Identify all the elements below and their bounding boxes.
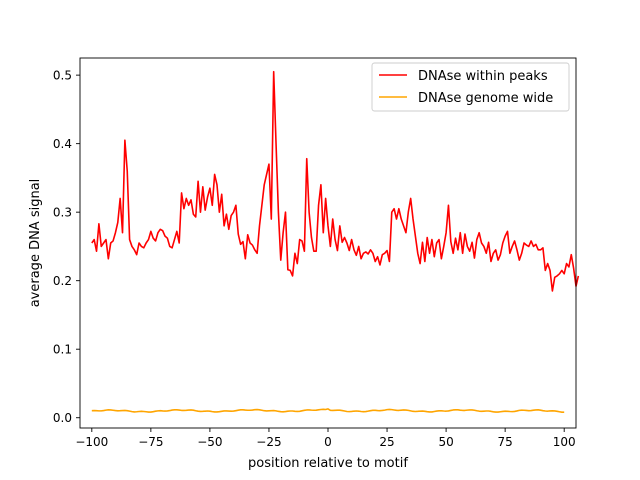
x-tick-label: −100 [75,435,108,449]
series-line-within-peaks [91,70,580,292]
x-axis-ticks: −100 −75 −50 −25 0 25 50 75 100 [75,428,576,449]
x-tick-label: 25 [379,435,394,449]
legend-box [371,62,570,112]
series-layer [91,70,580,413]
y-tick-label: 0.1 [53,343,72,357]
legend-label-within-peaks: DNAse within peaks [418,69,548,84]
x-tick-label: 0 [324,435,332,449]
y-tick-label: 0.2 [53,274,72,288]
y-tick-label: 0.3 [53,206,72,220]
series-line-genome-wide [91,408,565,413]
x-tick-label: −75 [138,435,163,449]
y-tick-label: 0.5 [53,69,72,83]
plot-area [80,58,576,428]
legend-label-genome-wide: DNAse genome wide [418,91,553,106]
y-axis-ticks: 0.0 0.1 0.2 0.3 0.4 0.5 [53,69,80,425]
x-tick-label: 100 [553,435,576,449]
legend: DNAse within peaks DNAse genome wide [371,62,570,112]
y-tick-label: 0.4 [53,137,72,151]
x-tick-label: 75 [498,435,513,449]
y-axis-label: average DNA signal [28,179,43,308]
y-tick-label: 0.0 [53,411,72,425]
x-tick-label: −25 [256,435,281,449]
x-axis-label: position relative to motif [248,456,408,471]
x-tick-label: −50 [197,435,222,449]
x-tick-label: 50 [438,435,453,449]
